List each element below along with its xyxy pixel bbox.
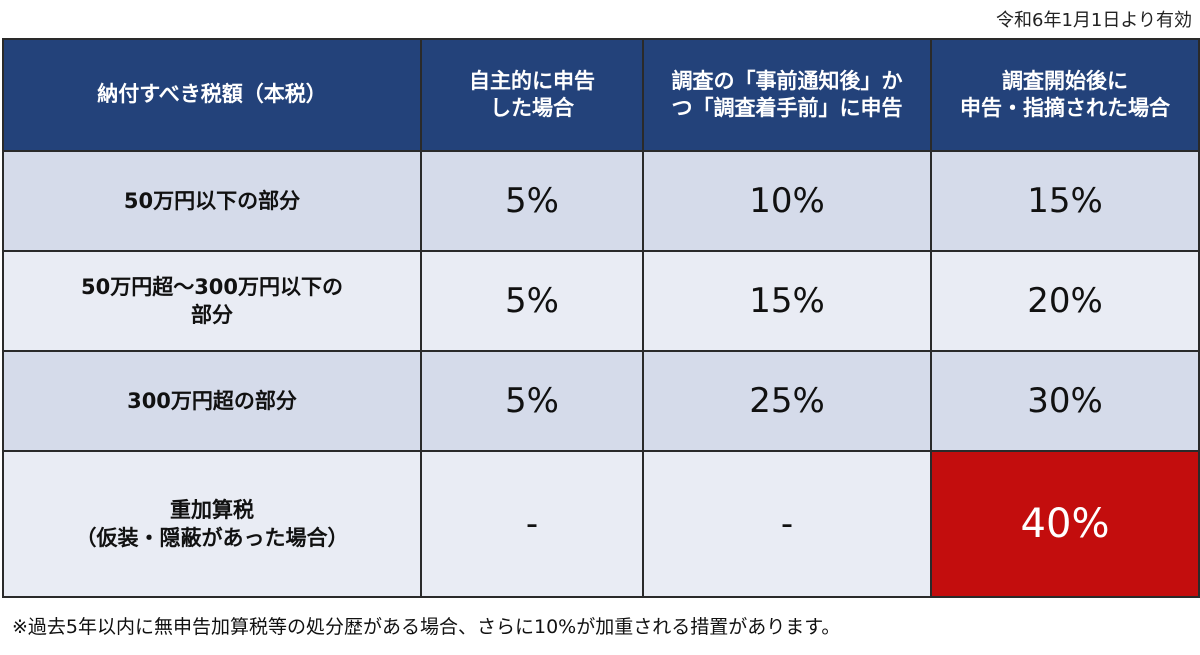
row-label: 50万円超〜300万円以下の 部分 [2,250,422,352]
rate-cell: - [642,450,932,598]
header-row: 納付すべき税額（本税） 自主的に申告 した場合 調査の「事前通知後」か つ「調査… [2,38,1200,152]
rate-cell: 5% [420,350,644,452]
row-label: 300万円超の部分 [2,350,422,452]
penalty-tax-table: 納付すべき税額（本税） 自主的に申告 した場合 調査の「事前通知後」か つ「調査… [2,38,1200,598]
rate-cell: 5% [420,250,644,352]
header-after-notice: 調査の「事前通知後」か つ「調査着手前」に申告 [642,38,932,152]
rate-cell: 10% [642,150,932,252]
table-row: 50万円超〜300万円以下の 部分 5% 15% 20% [2,250,1200,352]
rate-cell: - [420,450,644,598]
row-label: 50万円以下の部分 [2,150,422,252]
header-after-investigation: 調査開始後に 申告・指摘された場合 [930,38,1200,152]
rate-cell: 15% [930,150,1200,252]
rate-cell: 25% [642,350,932,452]
rate-cell: 15% [642,250,932,352]
highlighted-rate-cell: 40% [930,450,1200,598]
header-voluntary: 自主的に申告 した場合 [420,38,644,152]
effective-date: 令和6年1月1日より有効 [996,10,1192,31]
rate-cell: 5% [420,150,644,252]
header-tax-amount: 納付すべき税額（本税） [2,38,422,152]
row-label: 重加算税 （仮装・隠蔽があった場合） [2,450,422,598]
table-row: 50万円以下の部分 5% 10% 15% [2,150,1200,252]
table-row: 重加算税 （仮装・隠蔽があった場合） - - 40% [2,450,1200,598]
rate-cell: 30% [930,350,1200,452]
rate-cell: 20% [930,250,1200,352]
table-row: 300万円超の部分 5% 25% 30% [2,350,1200,452]
footnote: ※過去5年以内に無申告加算税等の処分歴がある場合、さらに10%が加重される措置が… [12,616,841,638]
